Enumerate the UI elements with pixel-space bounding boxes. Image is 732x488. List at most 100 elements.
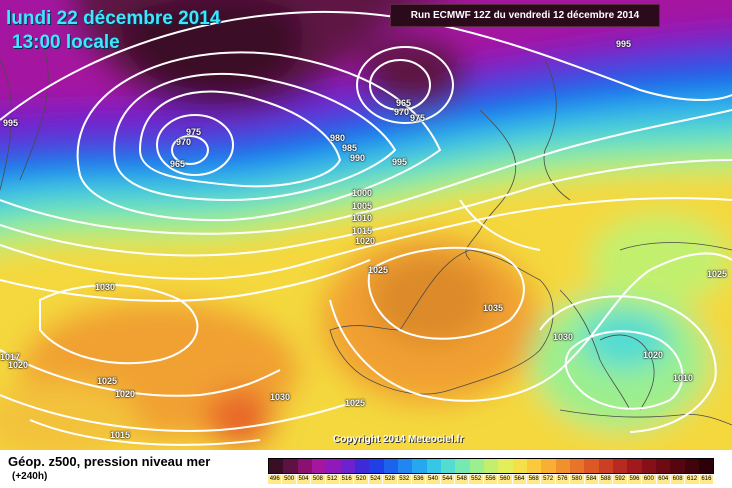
geopotential-field [0, 0, 732, 450]
forecast-date: lundi 22 décembre 2014 [6, 8, 221, 29]
scale-label: 584 [584, 475, 598, 484]
scale-label: 528 [383, 475, 397, 484]
scale-swatch [526, 459, 542, 473]
scale-swatch [469, 459, 484, 473]
isobar-label: 1030 [95, 282, 116, 292]
scale-label: 536 [411, 475, 426, 484]
scale-swatch [612, 459, 628, 473]
scale-label: 548 [455, 475, 469, 484]
scale-swatch [684, 459, 699, 473]
scale-label: 596 [627, 475, 642, 484]
scale-label: 512 [325, 475, 339, 484]
scale-label: 496 [268, 475, 282, 484]
scale-swatch [326, 459, 341, 473]
isobar-label: 995 [3, 118, 19, 128]
isobar-label: 1025 [97, 376, 118, 386]
scale-label: 572 [541, 475, 555, 484]
scale-label: 500 [282, 475, 296, 484]
scale-label: 580 [570, 475, 584, 484]
isobar-label: 1010 [352, 213, 373, 223]
isobar-label: 985 [342, 143, 358, 153]
scale-swatch [269, 459, 284, 473]
scale-swatch [584, 459, 599, 473]
isobar-label: 995 [392, 157, 408, 167]
isobar-label: 965 [170, 159, 186, 169]
copyright-notice: Copyright 2014 Meteociel.fr [333, 434, 464, 445]
isobar-label: 980 [330, 133, 346, 143]
scale-label: 576 [555, 475, 570, 484]
scale-swatch [283, 459, 298, 473]
isobar-label: 1015 [352, 226, 373, 236]
scale-swatch [698, 459, 714, 473]
isobar-label: 1010 [673, 373, 694, 383]
isobar-label: 1025 [345, 398, 366, 408]
scale-label: 588 [598, 475, 613, 484]
isobar-label: 975 [410, 113, 426, 123]
scale-label: 504 [296, 475, 311, 484]
isobar-label: 1030 [553, 332, 574, 342]
scale-swatch [541, 459, 556, 473]
isobar-label: 1020 [355, 236, 376, 246]
isobar-label: 970 [394, 107, 410, 117]
isobar-label: 1030 [270, 392, 291, 402]
weather-map: 965 970 975 980 985 990 965 970 975 995 … [0, 0, 732, 450]
scale-label: 592 [613, 475, 627, 484]
scale-label: 532 [397, 475, 411, 484]
scale-swatch [383, 459, 398, 473]
isobar-label: 1020 [115, 389, 136, 399]
scale-label: 612 [685, 475, 699, 484]
map-footer: Géop. z500, pression niveau mer (+240h) … [0, 450, 732, 488]
scale-swatch [670, 459, 685, 473]
forecast-step: (+240h) [12, 471, 48, 482]
isobar-label: 1035 [483, 303, 504, 313]
isobar-label: 1025 [368, 265, 389, 275]
scale-swatch [655, 459, 671, 473]
scale-label: 616 [699, 475, 714, 484]
scale-swatch [512, 459, 527, 473]
scale-label: 608 [670, 475, 685, 484]
isobar-label: 990 [350, 153, 366, 163]
scale-swatch [440, 459, 456, 473]
scale-swatch [412, 459, 427, 473]
scale-label: 568 [527, 475, 541, 484]
scale-swatch [340, 459, 355, 473]
scale-label: 508 [311, 475, 325, 484]
isobar-label: 1005 [352, 201, 373, 211]
color-scale-labels: 496 500 504 508 512 516 520 524 528 532 536 540 544 5… [268, 475, 714, 484]
isobar-label: 1025 [707, 269, 728, 279]
color-scale-bar [268, 458, 714, 474]
scale-label: 604 [656, 475, 670, 484]
scale-label: 540 [426, 475, 440, 484]
isobar-label: 1015 [110, 430, 131, 440]
scale-label: 520 [354, 475, 368, 484]
scale-label: 552 [469, 475, 483, 484]
scale-label: 516 [339, 475, 354, 484]
coastlines [0, 39, 732, 426]
scale-label: 560 [498, 475, 512, 484]
forecast-local-time: 13:00 locale [12, 32, 120, 53]
isobar-label: 1020 [8, 360, 29, 370]
scale-swatch [297, 459, 312, 473]
scale-swatch [569, 459, 585, 473]
isobar-label: 1020 [643, 350, 664, 360]
scale-swatch [311, 459, 327, 473]
scale-swatch [627, 459, 642, 473]
isobar-label: 965 [396, 98, 412, 108]
field-title: Géop. z500, pression niveau mer [8, 454, 211, 469]
scale-label: 556 [483, 475, 498, 484]
scale-swatch [369, 459, 384, 473]
scale-swatch [598, 459, 613, 473]
scale-label: 544 [440, 475, 455, 484]
scale-swatch [426, 459, 441, 473]
scale-swatch [455, 459, 470, 473]
scale-swatch [397, 459, 413, 473]
scale-label: 600 [642, 475, 656, 484]
model-run-info: Run ECMWF 12Z du vendredi 12 décembre 20… [390, 4, 660, 27]
isobar-label: 970 [176, 137, 192, 147]
scale-swatch [641, 459, 656, 473]
isobar-label: 1000 [352, 188, 373, 198]
isobar-label: 995 [616, 39, 632, 49]
isobar-label: 1017 [0, 352, 21, 362]
scale-label: 564 [512, 475, 527, 484]
